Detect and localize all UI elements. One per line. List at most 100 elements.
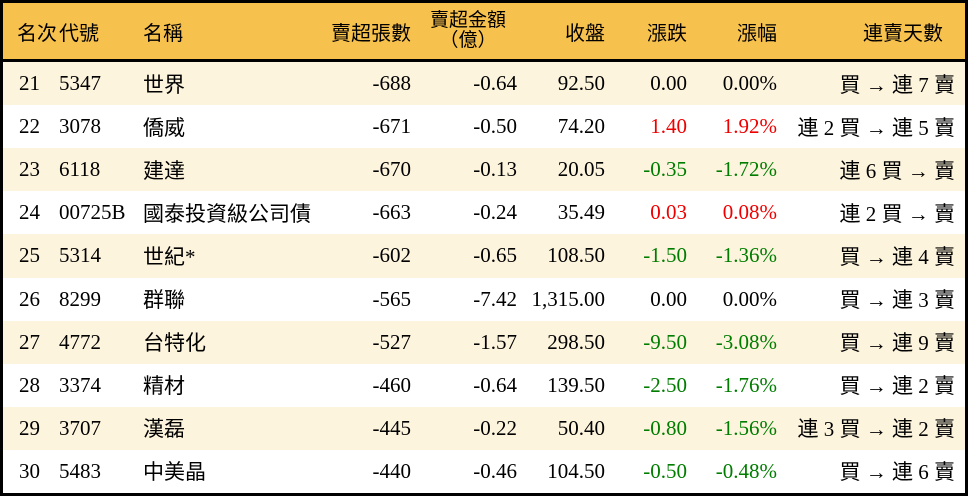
table-row: 30 5483 中美晶 -440 -0.46 104.50 -0.50 -0.4… (3, 450, 965, 493)
volume-cell: -688 (372, 71, 412, 96)
change-cell: 0.00 (650, 286, 687, 311)
col-header-amount[interactable]: 賣超金額 （億） (415, 3, 521, 62)
col-header-change-pct[interactable]: 漲幅 (691, 3, 781, 62)
close-cell: 139.50 (547, 372, 605, 397)
change-cell: -9.50 (643, 329, 687, 354)
change-pct-cell: -1.36% (715, 243, 777, 268)
change-pct-cell: -0.48% (715, 458, 777, 483)
code-cell: 5347 (59, 71, 101, 96)
name-cell: 建達 (143, 158, 185, 183)
change-pct-cell: 0.00% (722, 286, 777, 311)
table-row: 22 3078 僑威 -671 -0.50 74.20 1.40 1.92% 連… (3, 105, 965, 148)
col-header-streak[interactable]: 連賣天數 (781, 3, 965, 62)
name-cell: 世界 (143, 72, 185, 97)
code-cell: 3707 (59, 415, 101, 440)
streak-cell: 連 2 買 → 連 5 賣 (797, 115, 956, 140)
change-cell: -0.50 (643, 458, 687, 483)
col-header-close[interactable]: 收盤 (521, 3, 609, 62)
change-pct-cell: 1.92% (722, 114, 777, 139)
name-cell: 僑威 (143, 115, 185, 140)
volume-cell: -602 (372, 243, 412, 268)
code-cell: 6118 (59, 157, 101, 182)
table-row: 21 5347 世界 -688 -0.64 92.50 0.00 0.00% 買… (3, 60, 965, 106)
change-cell: -1.50 (643, 243, 687, 268)
streak-cell: 連 3 買 → 連 2 賣 (797, 417, 956, 442)
table-row: 26 8299 群聯 -565 -7.42 1,315.00 0.00 0.00… (3, 278, 965, 321)
volume-cell: -663 (372, 200, 412, 225)
streak-cell: 買 → 連 7 賣 (839, 72, 956, 97)
amount-cell: -0.24 (473, 200, 517, 225)
amount-cell: -0.64 (473, 372, 517, 397)
name-cell: 群聯 (143, 288, 185, 313)
col-header-amount-line2: （億） (439, 30, 497, 51)
close-cell: 74.20 (557, 114, 605, 139)
change-cell: 1.40 (650, 114, 687, 139)
col-header-code[interactable]: 代號 (59, 3, 143, 62)
table-row: 25 5314 世紀* -602 -0.65 108.50 -1.50 -1.3… (3, 234, 965, 278)
table-row: 27 4772 台特化 -527 -1.57 298.50 -9.50 -3.0… (3, 320, 965, 364)
streak-cell: 買 → 連 6 賣 (839, 460, 956, 485)
volume-cell: -440 (372, 458, 412, 483)
change-cell: 0.03 (650, 200, 687, 225)
col-header-change[interactable]: 漲跌 (609, 3, 691, 62)
table-row: 29 3707 漢磊 -445 -0.22 50.40 -0.80 -1.56%… (3, 406, 965, 450)
name-cell: 台特化 (143, 331, 206, 356)
close-cell: 92.50 (557, 71, 605, 96)
volume-cell: -671 (372, 114, 412, 139)
rank-cell: 26 (19, 286, 40, 311)
amount-cell: -0.13 (473, 157, 517, 182)
code-cell: 00725B (59, 200, 126, 225)
change-pct-cell: 0.08% (722, 200, 777, 225)
volume-cell: -445 (372, 415, 412, 440)
col-header-rank[interactable]: 名次 (3, 3, 59, 62)
close-cell: 1,315.00 (531, 286, 606, 311)
close-cell: 35.49 (557, 200, 605, 225)
table-row: 24 00725B 國泰投資級公司債 -663 -0.24 35.49 0.03… (3, 191, 965, 234)
code-cell: 3374 (59, 372, 101, 397)
volume-cell: -565 (372, 286, 412, 311)
code-cell: 3078 (59, 114, 101, 139)
rank-cell: 24 (19, 200, 40, 225)
volume-cell: -670 (372, 157, 412, 182)
rank-cell: 29 (19, 415, 40, 440)
close-cell: 104.50 (547, 458, 605, 483)
streak-cell: 買 → 連 4 賣 (839, 244, 956, 269)
change-cell: -0.35 (643, 157, 687, 182)
name-cell: 中美晶 (143, 460, 206, 485)
net-sell-ranking-table: 名次 代號 名稱 賣超張數 賣超金額 （億） 收盤 漲跌 漲幅 連賣天數 21 (3, 3, 965, 493)
table-row: 23 6118 建達 -670 -0.13 20.05 -0.35 -1.72%… (3, 148, 965, 192)
streak-cell: 買 → 連 3 賣 (839, 288, 956, 313)
col-header-volume[interactable]: 賣超張數 (319, 3, 415, 62)
code-cell: 5483 (59, 458, 101, 483)
streak-cell: 買 → 連 2 賣 (839, 374, 956, 399)
amount-cell: -7.42 (473, 286, 517, 311)
rank-cell: 25 (19, 243, 40, 268)
change-pct-cell: -1.56% (715, 415, 777, 440)
change-cell: -0.80 (643, 415, 687, 440)
name-cell: 漢磊 (143, 417, 185, 442)
change-cell: 0.00 (650, 71, 687, 96)
col-header-name[interactable]: 名稱 (143, 3, 319, 62)
volume-cell: -527 (372, 329, 412, 354)
code-cell: 8299 (59, 286, 101, 311)
change-pct-cell: -3.08% (715, 329, 777, 354)
rank-cell: 30 (19, 458, 40, 483)
streak-cell: 連 2 買 → 賣 (839, 201, 956, 226)
close-cell: 50.40 (557, 415, 605, 440)
change-pct-cell: 0.00% (722, 71, 777, 96)
streak-cell: 連 6 買 → 賣 (839, 158, 956, 183)
close-cell: 108.50 (547, 243, 605, 268)
amount-cell: -0.50 (473, 114, 517, 139)
amount-cell: -0.65 (473, 243, 517, 268)
volume-cell: -460 (372, 372, 412, 397)
streak-cell: 買 → 連 9 賣 (839, 331, 956, 356)
amount-cell: -0.22 (473, 415, 517, 440)
rank-cell: 22 (19, 114, 40, 139)
code-cell: 5314 (59, 243, 101, 268)
change-cell: -2.50 (643, 372, 687, 397)
amount-cell: -0.64 (473, 71, 517, 96)
rank-cell: 23 (19, 157, 40, 182)
rank-cell: 28 (19, 372, 40, 397)
col-header-amount-line1: 賣超金額 (429, 10, 506, 32)
